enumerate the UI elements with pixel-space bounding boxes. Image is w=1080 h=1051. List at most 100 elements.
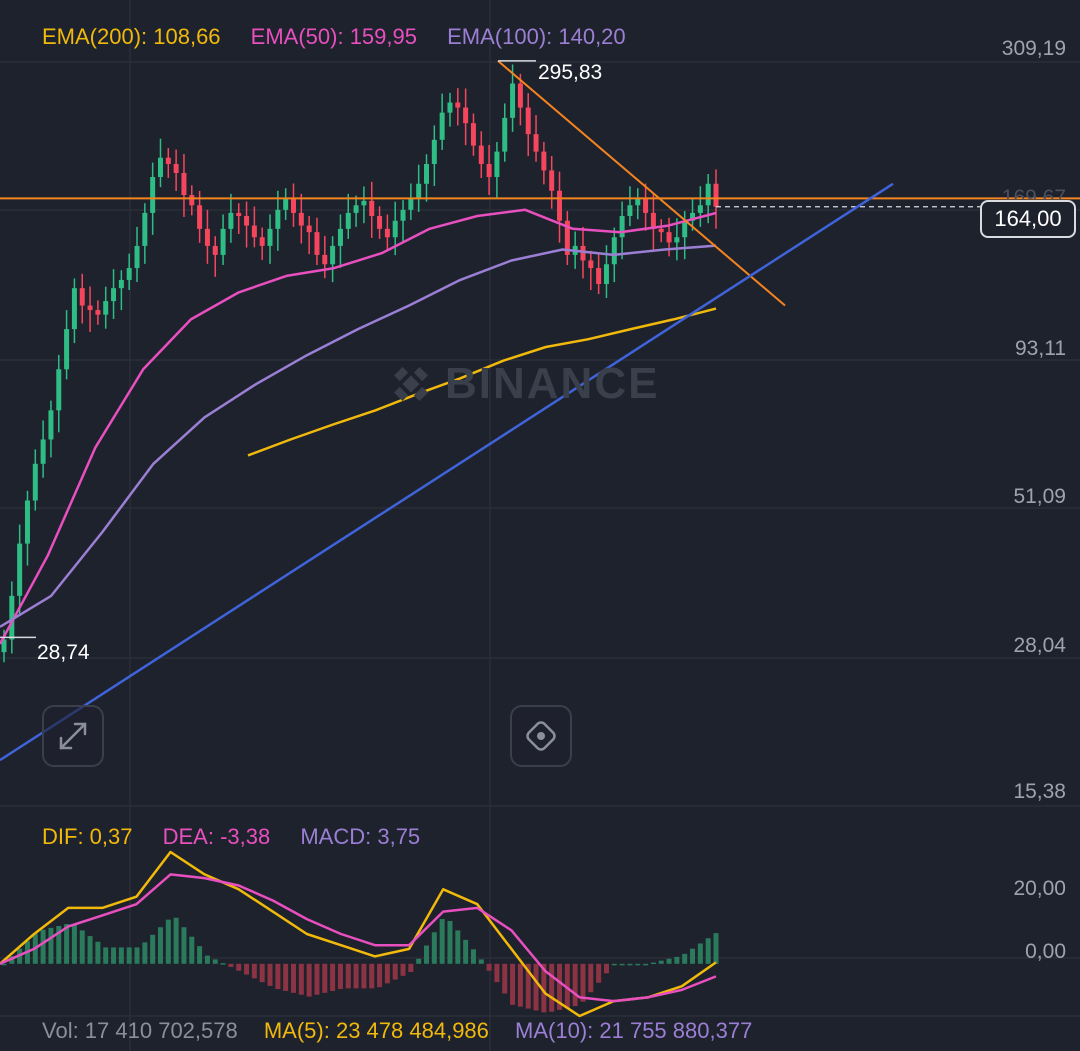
macd-histogram-bar	[502, 963, 508, 994]
candle-body	[502, 117, 508, 152]
candle-body	[596, 268, 602, 285]
macd-lines	[0, 850, 717, 1018]
macd-histogram-bar	[455, 930, 461, 964]
macd-histogram-bar	[71, 924, 77, 964]
candle-body	[64, 329, 70, 370]
macd-histogram-bar	[220, 963, 226, 965]
candle-body	[251, 225, 257, 238]
macd-histogram-bar	[259, 963, 265, 983]
candle-body	[690, 212, 696, 221]
candle-body	[71, 288, 77, 330]
expand-button[interactable]	[42, 705, 104, 767]
candle-body	[345, 212, 351, 229]
candle-body	[627, 205, 633, 217]
candlestick-series	[1, 64, 719, 663]
macd-histogram-bar	[345, 963, 351, 989]
candle-body	[463, 107, 469, 124]
candle-body	[353, 205, 359, 213]
macd-histogram-bar	[557, 963, 563, 1010]
candle-body	[290, 197, 296, 213]
candle-body	[95, 310, 101, 315]
candle-body	[283, 197, 289, 210]
volume-legend: Vol: 17 410 702,578 MA(5): 23 478 484,98…	[42, 1018, 772, 1044]
low-price-label: 28,74	[37, 641, 90, 664]
candle-body	[314, 232, 320, 255]
legend-ma10: MA(10): 21 755 880,377	[515, 1018, 753, 1043]
macd-histogram-bar	[126, 947, 132, 964]
candle-body	[494, 151, 500, 177]
candle-body	[48, 410, 54, 440]
candle-body	[369, 200, 375, 217]
macd-histogram-bar	[40, 929, 46, 964]
macd-histogram-bar	[228, 963, 234, 967]
candle-body	[103, 301, 109, 315]
macd-histogram-bar	[674, 956, 680, 964]
candle-body	[181, 173, 187, 196]
candle-body	[580, 245, 586, 261]
candle-body	[142, 212, 148, 246]
visibility-toggle-button[interactable]	[510, 705, 572, 767]
macd-histogram-bar	[353, 963, 359, 989]
macd-histogram-bar	[666, 958, 672, 964]
candle-body	[330, 245, 336, 265]
binance-logo-icon	[394, 367, 428, 401]
macd-histogram-bar	[330, 963, 336, 991]
candle-body	[635, 197, 641, 206]
macd-histogram-bar	[361, 963, 367, 989]
macd-histogram-bar	[173, 917, 179, 964]
candle-body	[204, 228, 210, 246]
macd-histogram-bar	[384, 963, 390, 984]
candle-body	[431, 139, 437, 164]
macd-histogram-bar	[290, 963, 296, 993]
macd-histogram-bar	[306, 963, 312, 997]
current-price-tag: 164,00	[980, 200, 1076, 238]
candle-body	[713, 183, 719, 207]
candle-body	[658, 228, 664, 233]
macd-histogram-bar	[611, 963, 617, 966]
candle-body	[643, 197, 649, 213]
candle-body	[611, 237, 617, 265]
macd-histogram-bar	[157, 927, 163, 964]
macd-histogram-bar	[572, 963, 578, 1007]
macd-histogram-bar	[439, 919, 445, 964]
macd-histogram-bar	[181, 927, 187, 964]
candle-body	[212, 245, 218, 255]
macd-histogram-bar	[369, 963, 375, 989]
candle-body	[361, 200, 367, 206]
binance-watermark: BINANCE	[385, 358, 659, 410]
candle-body	[517, 83, 523, 108]
candle-body	[9, 595, 15, 640]
eye-icon	[526, 721, 556, 751]
macd-histogram-bar	[377, 963, 383, 988]
candle-body	[40, 439, 46, 464]
macd-histogram-bar	[416, 958, 422, 964]
y-tick-label: 309,19	[1001, 37, 1066, 60]
candle-body	[447, 102, 453, 113]
candle-body	[549, 170, 555, 191]
macd-histogram-bar	[322, 963, 328, 993]
macd-histogram-bar	[56, 925, 62, 964]
expand-arrows-icon	[59, 722, 87, 750]
candle-body	[619, 216, 625, 238]
candle-body	[564, 220, 570, 255]
ema-line	[0, 244, 717, 628]
candle-body	[165, 157, 171, 164]
macd-histogram-bar	[408, 963, 414, 973]
candle-body	[674, 237, 680, 243]
macd-histogram-bar	[643, 963, 649, 966]
candle-body	[24, 500, 30, 544]
dif-line	[0, 850, 717, 1018]
candle-body	[87, 305, 93, 311]
macd-histogram-bar	[95, 941, 101, 964]
macd-histogram-bar	[510, 963, 516, 1005]
candle-body	[17, 543, 23, 596]
macd-histogram-bar	[118, 947, 124, 964]
candle-body	[470, 123, 476, 146]
macd-histogram-bar	[705, 938, 711, 964]
macd-histogram-bar	[682, 953, 688, 964]
macd-histogram-bar	[79, 930, 85, 964]
ema-legend: EMA(200): 108,66 EMA(50): 159,95 EMA(100…	[42, 24, 650, 50]
candle-body	[126, 268, 132, 280]
